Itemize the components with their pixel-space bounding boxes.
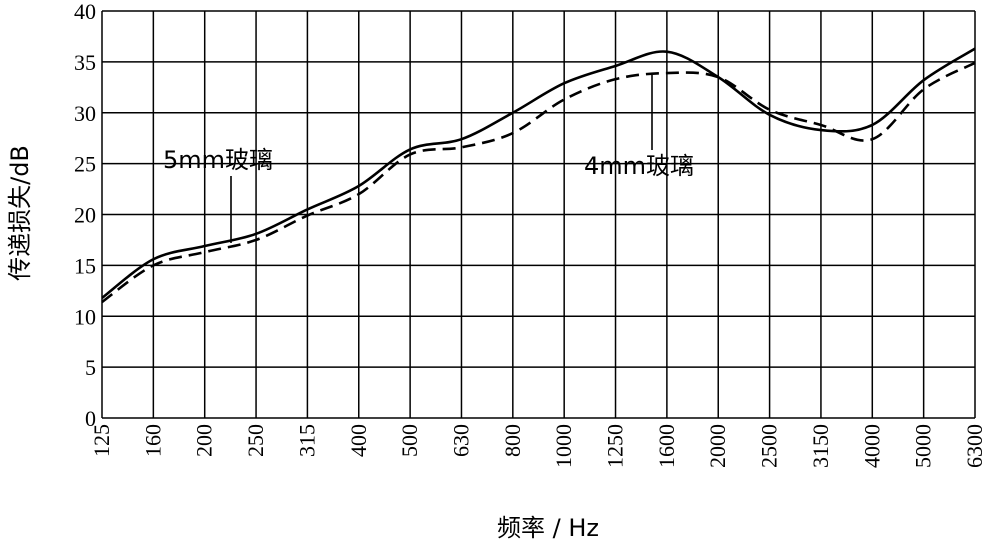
y-tick-label: 0 [85, 406, 96, 431]
x-tick-label: 3150 [808, 424, 833, 468]
annotations: 5mm玻璃 4mm玻璃 [163, 75, 694, 243]
y-tick-label: 10 [74, 304, 96, 329]
x-tick-labels: 125 160 200 250 315 400 500 630 800 1000 1250 1600 2… [89, 424, 987, 468]
y-tick-label: 25 [74, 152, 96, 177]
x-tick-label: 1000 [551, 424, 576, 468]
annotation-5mm-glass: 5mm玻璃 [163, 146, 273, 174]
y-tick-label: 35 [74, 50, 96, 75]
x-tick-label: 2500 [757, 424, 782, 468]
x-tick-label: 315 [294, 424, 319, 457]
x-tick-label: 2000 [705, 424, 730, 468]
x-tick-label: 5000 [911, 424, 936, 468]
x-axis-title: 频率 / Hz [497, 514, 599, 542]
x-tick-label: 4000 [859, 424, 884, 468]
x-tick-label: 200 [192, 424, 217, 457]
x-tick-label: 630 [448, 424, 473, 457]
x-tick-label: 500 [397, 424, 422, 457]
x-tick-label: 250 [243, 424, 268, 457]
x-tick-label: 125 [89, 424, 114, 457]
grid [101, 10, 976, 419]
x-tick-label: 400 [346, 424, 371, 457]
y-tick-label: 20 [74, 203, 96, 228]
x-tick-label: 1250 [603, 424, 628, 468]
x-tick-label: 1600 [654, 424, 679, 468]
y-tick-label: 5 [85, 355, 96, 380]
annotation-4mm-glass: 4mm玻璃 [584, 152, 694, 180]
y-tick-labels: 0 5 10 15 20 25 30 35 40 [74, 0, 96, 431]
series-line-4mm-glass [101, 61, 976, 304]
x-tick-label: 160 [140, 424, 165, 457]
series-line-5mm-glass [101, 47, 976, 299]
x-tick-label: 6300 [962, 424, 987, 468]
y-tick-label: 15 [74, 253, 96, 278]
series-lines [101, 47, 976, 304]
y-axis-title: 传递损失/dB [6, 145, 34, 281]
y-tick-label: 40 [74, 0, 96, 24]
y-tick-label: 30 [74, 101, 96, 126]
x-tick-label: 800 [500, 424, 525, 457]
